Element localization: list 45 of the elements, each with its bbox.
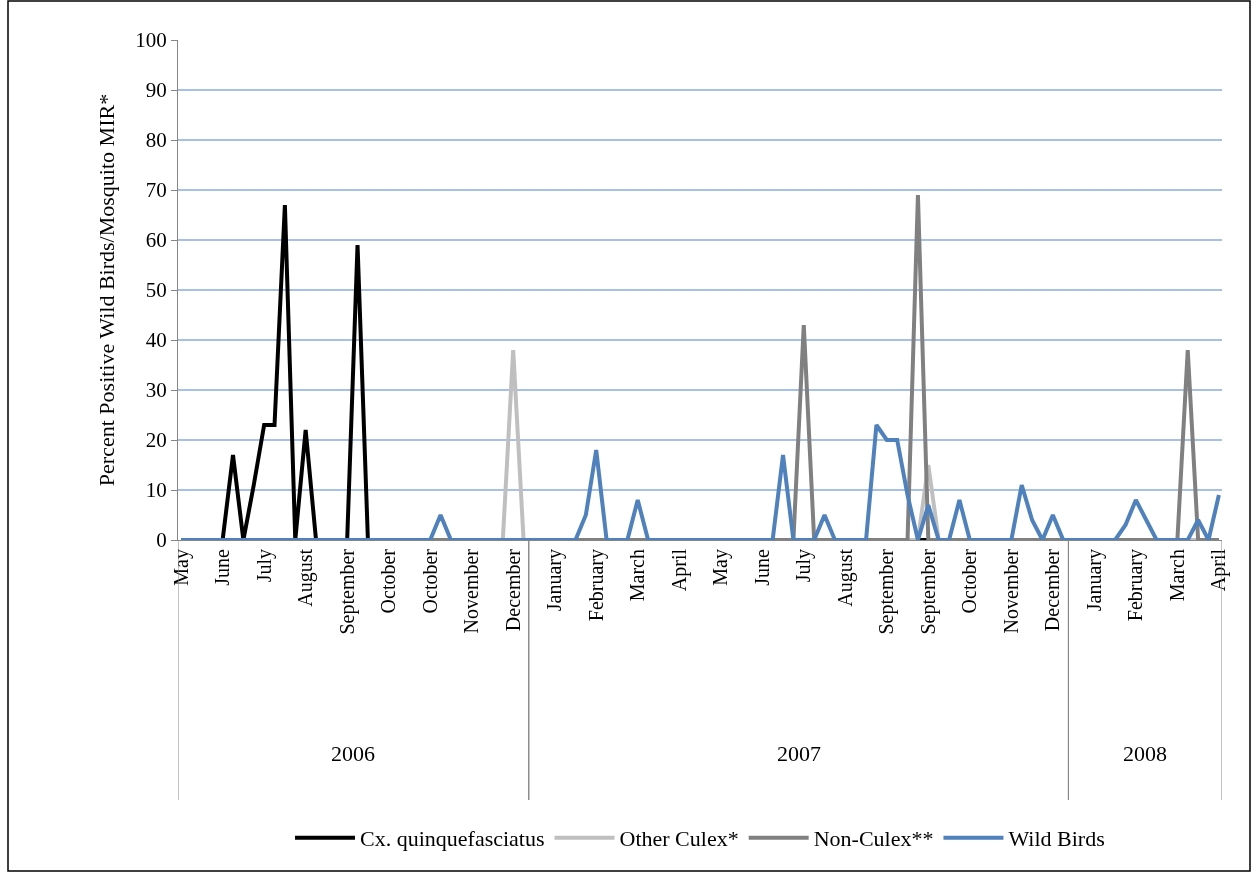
y-tick-label: 60 <box>145 228 167 253</box>
y-tick-label: 70 <box>145 178 167 203</box>
y-axis-title: Percent Positive Wild Birds/Mosquito MIR* <box>94 93 120 487</box>
x-tick-label: November <box>460 548 483 634</box>
y-tick-label: 20 <box>145 428 167 453</box>
x-tick-label: July <box>252 549 276 583</box>
x-tick-label: June <box>750 548 773 586</box>
y-tick-label: 0 <box>156 528 167 553</box>
x-tick-label: October <box>418 548 441 614</box>
x-tick-label: May <box>709 549 733 586</box>
text: 2008 <box>1123 741 1167 766</box>
legend-label: Wild Birds <box>1008 826 1105 852</box>
legend-label: Cx. quinquefasciatus <box>360 826 545 852</box>
legend-label: Non-Culex** <box>813 826 934 852</box>
x-tick-label: September <box>916 548 940 635</box>
y-tick-label: 30 <box>145 378 167 403</box>
x-tick-label: April <box>667 548 691 592</box>
text: 2006 <box>331 741 375 766</box>
x-tick-label: January <box>543 549 567 612</box>
y-tick-label: 10 <box>145 478 167 503</box>
y-tick-label: 50 <box>145 278 167 303</box>
x-tick-label: August <box>294 548 318 607</box>
x-tick-label: February <box>584 549 608 622</box>
x-tick-label: June <box>211 548 234 586</box>
x-tick-label: July <box>792 549 816 583</box>
legend-label: Other Culex* <box>619 826 739 852</box>
x-tick-label: December <box>501 548 524 632</box>
x-tick-label: January <box>1082 549 1106 612</box>
y-tick-label: 100 <box>135 28 167 53</box>
y-tick-label: 90 <box>145 78 167 103</box>
x-tick-label: November <box>999 548 1022 634</box>
y-tick-label: 80 <box>145 128 167 153</box>
x-tick-label: December <box>1041 548 1064 632</box>
x-tick-label: February <box>1124 549 1148 622</box>
x-tick-label: March <box>626 549 649 602</box>
x-tick-label: October <box>377 548 400 614</box>
x-tick-label: October <box>958 548 981 614</box>
x-tick-label: April <box>1207 548 1231 592</box>
x-tick-label: September <box>875 548 899 635</box>
x-tick-label: September <box>335 548 359 635</box>
x-tick-label: August <box>833 548 857 607</box>
x-tick-label: May <box>169 549 193 586</box>
x-tick-label: March <box>1165 549 1188 602</box>
y-tick-label: 40 <box>145 328 167 353</box>
text: 2007 <box>777 741 821 766</box>
